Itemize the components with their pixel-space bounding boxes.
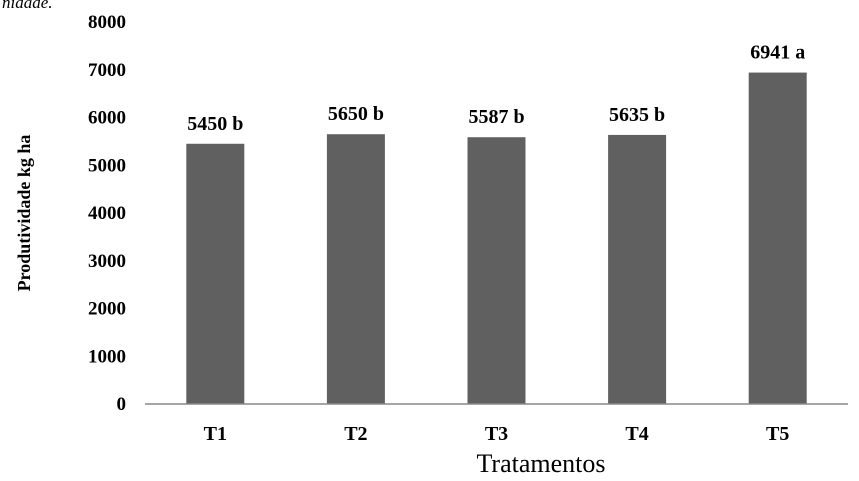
top-text-fragment: nidade. bbox=[2, 0, 53, 12]
y-tick-label-3000: 3000 bbox=[88, 251, 126, 272]
y-tick-label-8000: 8000 bbox=[88, 12, 126, 33]
bar-t4 bbox=[608, 134, 667, 404]
x-tick-label-t4: T4 bbox=[625, 423, 648, 445]
data-label-t3: 5587 b bbox=[468, 106, 524, 128]
y-tick-label-6000: 6000 bbox=[88, 108, 126, 129]
bar-t3 bbox=[467, 137, 526, 404]
bars bbox=[186, 72, 807, 404]
y-tick-label-4000: 4000 bbox=[88, 203, 126, 224]
bar-t1 bbox=[186, 143, 245, 404]
data-label-t5: 6941 a bbox=[750, 42, 805, 64]
x-axis-label: Tratamentos bbox=[476, 449, 605, 478]
y-axis-ticks: 0 1000 2000 3000 4000 5000 6000 7000 8000 bbox=[88, 12, 126, 415]
data-labels: 5450 b 5650 b 5587 b 5635 b 6941 a bbox=[187, 42, 805, 135]
y-tick-label-1000: 1000 bbox=[88, 346, 126, 367]
x-tick-label-t3: T3 bbox=[485, 423, 508, 445]
data-label-t2: 5650 b bbox=[328, 103, 384, 125]
data-label-t4: 5635 b bbox=[609, 104, 665, 126]
data-label-t1: 5450 b bbox=[187, 113, 243, 135]
bar-t5 bbox=[748, 72, 807, 404]
y-axis-label: Produtividade kg ha bbox=[14, 135, 34, 292]
y-tick-label-0: 0 bbox=[117, 394, 127, 415]
x-tick-label-t5: T5 bbox=[766, 423, 789, 445]
y-tick-label-7000: 7000 bbox=[88, 60, 126, 81]
x-axis-ticks: T1 T2 T3 T4 T5 bbox=[204, 423, 790, 445]
x-tick-label-t2: T2 bbox=[344, 423, 367, 445]
x-tick-label-t1: T1 bbox=[204, 423, 227, 445]
bar-t2 bbox=[326, 134, 385, 404]
y-tick-label-5000: 5000 bbox=[88, 155, 126, 176]
y-tick-label-2000: 2000 bbox=[88, 299, 126, 320]
